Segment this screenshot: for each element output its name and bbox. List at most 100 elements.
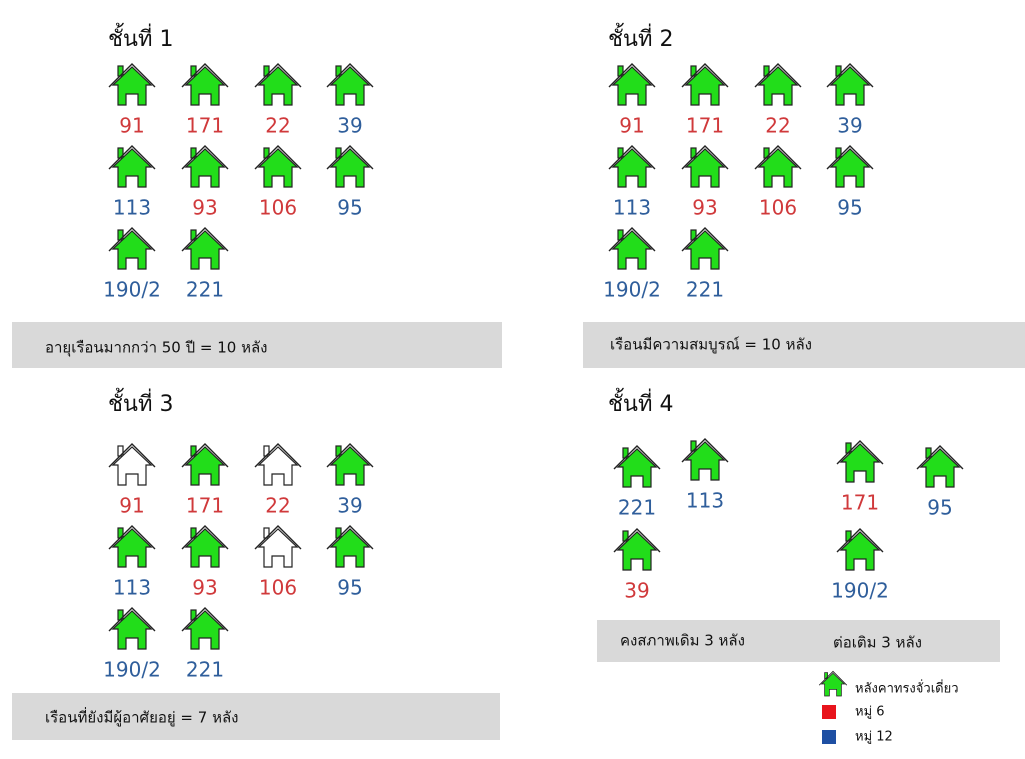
house-body bbox=[329, 528, 371, 568]
house-body bbox=[611, 230, 653, 270]
roof-line bbox=[254, 145, 302, 170]
house-number: 22 bbox=[265, 494, 290, 518]
house-number: 113 bbox=[113, 576, 151, 600]
house-body bbox=[684, 230, 726, 270]
house-number: 113 bbox=[113, 196, 151, 220]
house-icon bbox=[108, 607, 156, 650]
roof-line bbox=[613, 445, 661, 470]
house-icon bbox=[613, 528, 661, 571]
roof-line bbox=[181, 63, 229, 88]
panel-title: ชั้นที่ 2 bbox=[608, 23, 673, 52]
house-number: 190/2 bbox=[103, 278, 161, 302]
house-number: 91 bbox=[619, 114, 644, 138]
house-icon bbox=[608, 145, 656, 188]
house-body bbox=[257, 528, 299, 568]
house-icon bbox=[254, 63, 302, 106]
roof-line bbox=[916, 445, 964, 470]
caption-bar bbox=[12, 693, 500, 740]
house-number: 113 bbox=[686, 489, 724, 513]
house-body bbox=[184, 610, 226, 650]
house-icon bbox=[108, 227, 156, 270]
house-body bbox=[111, 230, 153, 270]
house-icon bbox=[613, 445, 661, 488]
house-number: 95 bbox=[837, 196, 862, 220]
house-body bbox=[757, 66, 799, 106]
house-number: 22 bbox=[765, 114, 790, 138]
house-number: 39 bbox=[624, 579, 649, 603]
house-icon bbox=[254, 145, 302, 188]
roof-line bbox=[181, 607, 229, 632]
house-body bbox=[919, 448, 961, 488]
house-body bbox=[184, 446, 226, 486]
roof-line bbox=[681, 438, 729, 463]
roof-line bbox=[108, 525, 156, 550]
house-body bbox=[684, 66, 726, 106]
house-body bbox=[184, 528, 226, 568]
house-icon bbox=[608, 227, 656, 270]
house-icon bbox=[108, 525, 156, 568]
caption: ต่อเติม 3 หลัง bbox=[833, 634, 922, 652]
legend-swatch bbox=[822, 705, 836, 719]
house-number: 91 bbox=[119, 114, 144, 138]
roof-line bbox=[326, 443, 374, 468]
roof-line bbox=[754, 145, 802, 170]
panel-title: ชั้นที่ 1 bbox=[108, 23, 173, 52]
house-number: 106 bbox=[259, 196, 297, 220]
caption: อายุเรือนมากกว่า 50 ปี = 10 หลัง bbox=[45, 339, 268, 358]
house-icon bbox=[181, 227, 229, 270]
roof-line bbox=[826, 145, 874, 170]
roof-line bbox=[818, 670, 848, 686]
house-body bbox=[829, 66, 871, 106]
house-number: 171 bbox=[841, 491, 879, 515]
house-body bbox=[616, 448, 658, 488]
roof-line bbox=[836, 528, 884, 553]
roof-line bbox=[326, 63, 374, 88]
caption: เรือนที่ยังมีผู้อาศัยอยู่ = 7 หลัง bbox=[45, 707, 238, 727]
roof-line bbox=[108, 227, 156, 252]
house-number: 93 bbox=[192, 576, 217, 600]
house-number: 91 bbox=[119, 494, 144, 518]
house-icon bbox=[836, 440, 884, 483]
house-icon bbox=[681, 438, 729, 481]
house-number: 113 bbox=[613, 196, 651, 220]
house-icon bbox=[608, 63, 656, 106]
house-icon bbox=[181, 607, 229, 650]
house-body bbox=[111, 148, 153, 188]
house-body bbox=[829, 148, 871, 188]
house-icon bbox=[181, 145, 229, 188]
house-number: 93 bbox=[192, 196, 217, 220]
house-icon bbox=[108, 145, 156, 188]
house-icon bbox=[181, 63, 229, 106]
panel-title: ชั้นที่ 3 bbox=[108, 388, 173, 417]
house-number: 171 bbox=[686, 114, 724, 138]
house-body bbox=[329, 66, 371, 106]
house-icon bbox=[108, 443, 156, 486]
roof-line bbox=[181, 227, 229, 252]
house-body bbox=[257, 66, 299, 106]
house-body bbox=[184, 230, 226, 270]
house-body bbox=[684, 148, 726, 188]
house-body bbox=[329, 148, 371, 188]
legend-label: หมู่ 12 bbox=[855, 730, 893, 745]
house-body bbox=[111, 528, 153, 568]
roof-line bbox=[181, 443, 229, 468]
roof-line bbox=[608, 145, 656, 170]
house-number: 22 bbox=[265, 114, 290, 138]
roof-line bbox=[681, 63, 729, 88]
house-body bbox=[616, 531, 658, 571]
roof-line bbox=[826, 63, 874, 88]
house-number: 39 bbox=[337, 114, 362, 138]
house-icon bbox=[254, 525, 302, 568]
house-icon bbox=[754, 63, 802, 106]
caption: คงสภาพเดิม 3 หลัง bbox=[620, 632, 745, 650]
caption-bar bbox=[583, 322, 1025, 368]
house-number: 171 bbox=[186, 114, 224, 138]
house-number: 221 bbox=[186, 278, 224, 302]
house-icon bbox=[818, 670, 848, 697]
house-number: 221 bbox=[686, 278, 724, 302]
house-number: 190/2 bbox=[103, 658, 161, 682]
roof-line bbox=[836, 440, 884, 465]
legend-label: หลังคาทรงจั่วเดี่ยว bbox=[855, 680, 959, 697]
house-icon bbox=[254, 443, 302, 486]
house-number: 39 bbox=[337, 494, 362, 518]
